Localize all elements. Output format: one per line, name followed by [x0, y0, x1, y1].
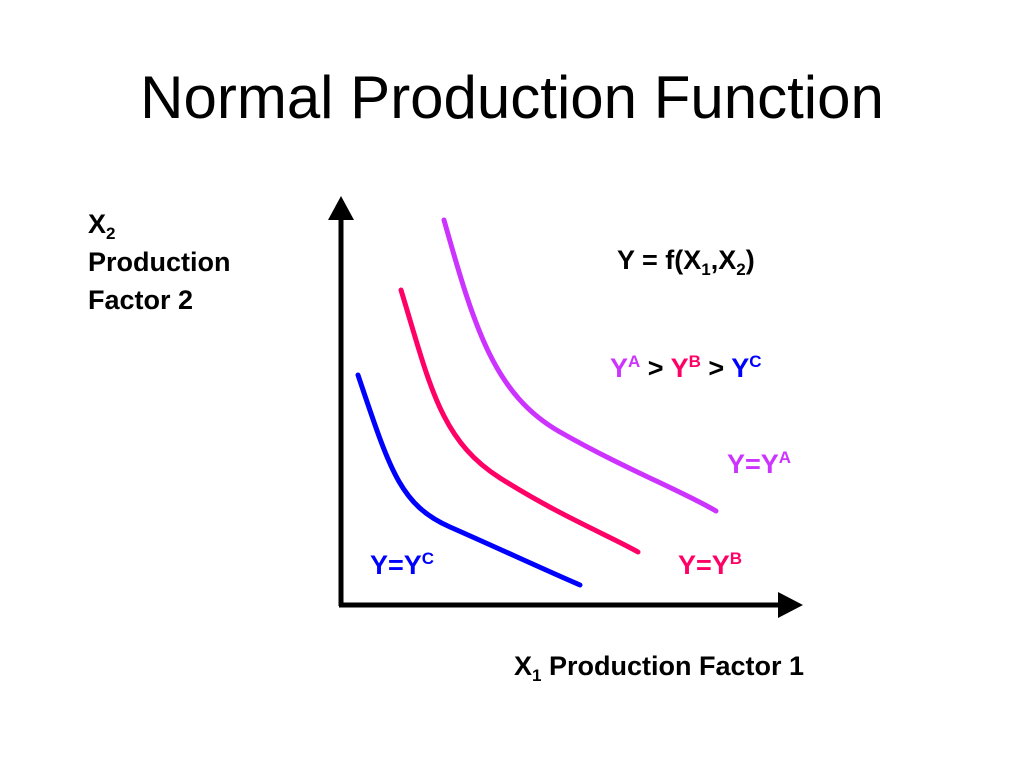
isoquant-curve-a — [441, 217, 719, 514]
isoquant-curve-b — [398, 287, 641, 555]
curve-label-c: Y=YC — [370, 549, 435, 580]
x-axis-label: X1 Production Factor 1 — [514, 651, 805, 685]
page-title: Normal Production Function — [140, 64, 884, 131]
y-axis-title-line2: Factor 2 — [88, 285, 194, 315]
isoquant-curve-c — [355, 372, 583, 588]
curve-label-b: Y=YB — [678, 549, 743, 580]
ordering-yc: YC — [731, 352, 762, 383]
y-axis-arrowhead — [328, 196, 354, 220]
ordering-ya: YA — [610, 352, 641, 383]
x-axis-arrowhead — [778, 592, 803, 618]
y-axis-symbol: X2 — [88, 209, 116, 243]
ordering-yb: YB — [670, 352, 701, 383]
y-axis-title-line1: Production — [88, 247, 231, 277]
curve-label-a: Y=YA — [727, 448, 792, 479]
production-function-formula: Y = f(X1,X2) — [617, 245, 755, 279]
output-ordering: YA > YB > YC — [610, 352, 762, 383]
y-axis-label: X2 Production Factor 2 — [88, 205, 231, 319]
